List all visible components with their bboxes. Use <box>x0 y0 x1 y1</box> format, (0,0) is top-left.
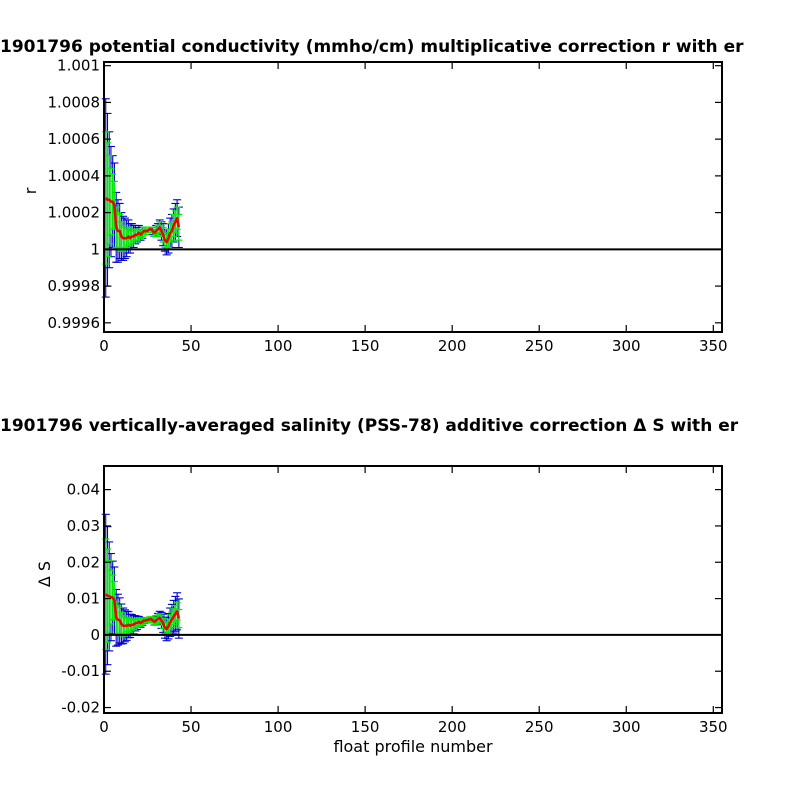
x-tick-label: 150 <box>351 337 380 355</box>
y-tick-label: 1.001 <box>57 57 100 75</box>
y-tick-label: 1.0004 <box>48 167 101 185</box>
y-tick-label: 0.02 <box>67 553 100 571</box>
y-tick-label: 1.0006 <box>48 130 101 148</box>
x-tick-label: 300 <box>612 337 641 355</box>
x-tick-label: 300 <box>612 718 641 736</box>
x-tick-label: 100 <box>264 718 293 736</box>
top-chart-ylabel: r <box>21 187 40 194</box>
top-chart: 1901796 potential conductivity (mmho/cm)… <box>0 37 744 355</box>
bottom-chart-plot: 0 50 100 150 200 250 300 350 -0.02 -0.01 0 0.01 0.02… <box>61 465 728 736</box>
x-tick-label: 200 <box>438 337 467 355</box>
x-tick-label: 0 <box>99 337 109 355</box>
x-tick-label: 50 <box>181 718 200 736</box>
bottom-chart-ylabel: Δ S <box>35 561 54 587</box>
y-tick-label: 0.03 <box>67 517 100 535</box>
y-tick-label: 0.04 <box>67 481 100 499</box>
axes-frame <box>103 61 723 333</box>
x-tick-label: 200 <box>438 718 467 736</box>
estimate-line <box>104 593 181 631</box>
x-tick-label: 250 <box>525 337 554 355</box>
top-chart-plot: 0 50 100 150 200 250 300 350 0.9996 0.9998 1 1.0002… <box>48 57 728 355</box>
x-tick-label: 350 <box>699 337 728 355</box>
x-tick-label: 350 <box>699 718 728 736</box>
y-tick-label: 1.0008 <box>48 93 101 111</box>
estimate-line <box>104 197 181 244</box>
y-tick-label: -0.01 <box>61 662 100 680</box>
x-tick-label: 150 <box>351 718 380 736</box>
bottom-chart-xlabel: float profile number <box>333 737 493 756</box>
x-tick-label: 100 <box>264 337 293 355</box>
y-tick-label: 1 <box>90 240 100 258</box>
y-tick-label: 1.0002 <box>48 204 101 222</box>
y-tick-label: 0 <box>90 626 100 644</box>
y-tick-label: 0.01 <box>67 590 100 608</box>
bottom-chart-title: 1901796 vertically-averaged salinity (PS… <box>0 416 739 436</box>
axes-frame <box>103 465 723 714</box>
x-tick-label: 250 <box>525 718 554 736</box>
y-tick-label: 0.9996 <box>48 314 101 332</box>
top-chart-title: 1901796 potential conductivity (mmho/cm)… <box>0 37 744 57</box>
x-tick-label: 50 <box>181 337 200 355</box>
y-tick-label: -0.02 <box>61 699 100 717</box>
x-tick-label: 0 <box>99 718 109 736</box>
bottom-chart: 1901796 vertically-averaged salinity (PS… <box>0 416 739 756</box>
y-tick-label: 0.9998 <box>48 277 101 295</box>
